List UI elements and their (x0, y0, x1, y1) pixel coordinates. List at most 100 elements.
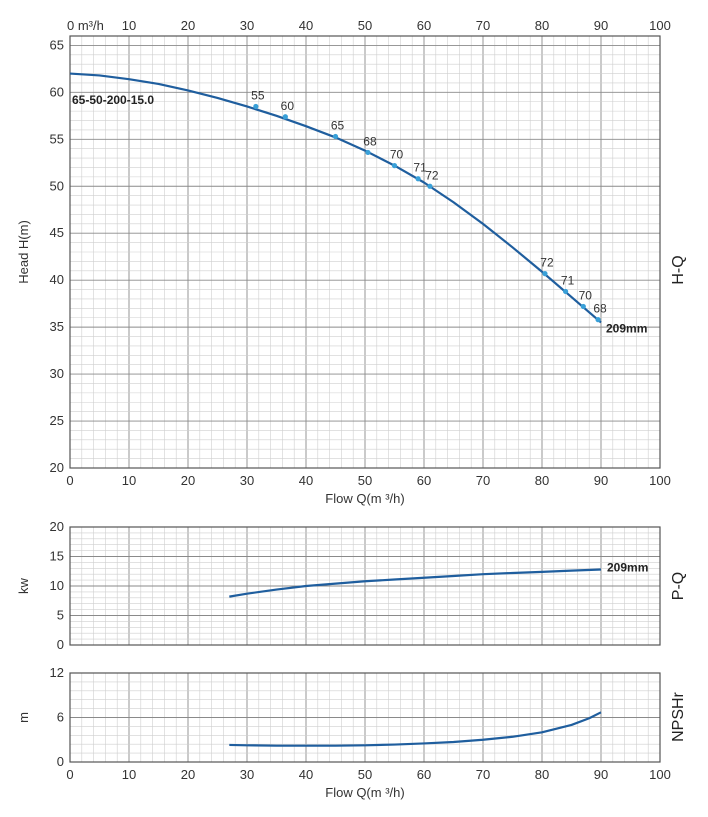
npsh-x-tick-label: 100 (649, 767, 671, 782)
npsh-y-tick-label: 6 (57, 710, 64, 725)
hq-x-tick-label: 80 (535, 473, 549, 488)
hq-x-tick-label: 60 (417, 473, 431, 488)
hq-x-tick-label: 40 (299, 473, 313, 488)
efficiency-label: 72 (425, 168, 439, 182)
pq-diameter-label: 209mm (607, 560, 648, 574)
hq-y-axis-label: Head H(m) (16, 220, 31, 284)
hq-diameter-label: 209mm (606, 321, 647, 335)
efficiency-marker (542, 271, 548, 277)
hq-y-tick-label: 60 (50, 84, 64, 99)
efficiency-marker (253, 103, 259, 110)
hq-top-tick-label: 50 (358, 18, 372, 33)
hq-y-tick-label: 25 (50, 413, 64, 428)
efficiency-marker (563, 288, 569, 295)
hq-x-tick-label: 10 (122, 473, 136, 488)
hq-x-tick-label: 0 (66, 473, 73, 488)
pq-y-tick-label: 15 (50, 549, 64, 564)
efficiency-marker (580, 303, 586, 310)
hq-top-tick-label: 40 (299, 18, 313, 33)
pq-panel: 0 5 10 15 20 kw P-Q 209mm (16, 519, 687, 652)
efficiency-label: 70 (579, 288, 593, 302)
hq-x-axis-label: Flow Q(m ³/h) (325, 491, 404, 506)
npsh-x-tick-label: 40 (299, 767, 313, 782)
pq-y-tick-label: 0 (57, 637, 64, 652)
efficiency-label: 68 (593, 302, 607, 316)
hq-x-tick-label: 50 (358, 473, 372, 488)
plot-frame (69, 35, 661, 469)
pq-y-tick-label: 20 (50, 519, 64, 534)
npsh-curves (229, 711, 602, 747)
npsh-y-tick-label: 12 (50, 665, 64, 680)
hq-top-tick-label: 80 (535, 18, 549, 33)
npsh-x-tick-label: 70 (476, 767, 490, 782)
hq-y-tick-label: 30 (50, 366, 64, 381)
pq-grid (69, 526, 661, 646)
pq-ticks: 0 5 10 15 20 (50, 519, 64, 652)
pq-curve (229, 568, 602, 598)
plot-frame (69, 526, 661, 646)
npsh-x-tick-label: 30 (240, 767, 254, 782)
efficiency-marker (595, 317, 601, 323)
npsh-curve (229, 711, 602, 747)
top-axis-unit: 0 m³/h (67, 18, 104, 33)
npsh-side-label: NPSHr (670, 691, 687, 741)
npsh-x-tick-label: 50 (358, 767, 372, 782)
hq-y-tick-label: 65 (50, 37, 64, 52)
efficiency-marker (282, 114, 288, 120)
efficiency-marker (427, 183, 433, 189)
hq-top-tick-label: 100 (649, 18, 671, 33)
efficiency-marker (415, 176, 421, 182)
pq-curves (229, 568, 602, 598)
hq-top-tick-label: 60 (417, 18, 431, 33)
hq-y-tick-label: 40 (50, 272, 64, 287)
efficiency-marker (365, 149, 371, 156)
hq-x-tick-label: 70 (476, 473, 490, 488)
efficiency-label: 71 (413, 161, 427, 175)
npsh-x-tick-label: 20 (181, 767, 195, 782)
npsh-x-tick-label: 10 (122, 767, 136, 782)
hq-y-tick-label: 55 (50, 131, 64, 146)
plot-frame (69, 672, 661, 763)
npsh-y-axis-label: m (16, 712, 31, 723)
hq-x-tick-label: 30 (240, 473, 254, 488)
efficiency-label: 71 (561, 273, 575, 287)
hq-x-tick-label: 100 (649, 473, 671, 488)
npsh-ticks: 0 6 12 0 10 20 30 40 50 60 70 80 90 100 (50, 665, 671, 782)
hq-top-tick-label: 70 (476, 18, 490, 33)
npsh-x-tick-label: 60 (417, 767, 431, 782)
npsh-x-axis-label: Flow Q(m ³/h) (325, 785, 404, 800)
pq-y-axis-label: kw (16, 577, 31, 594)
efficiency-label: 60 (281, 99, 295, 113)
efficiency-marker (332, 133, 339, 140)
efficiency-label: 72 (540, 256, 554, 270)
efficiency-label: 65 (331, 118, 345, 132)
hq-x-tick-label: 90 (594, 473, 608, 488)
npsh-x-tick-label: 0 (66, 767, 73, 782)
hq-y-tick-label: 50 (50, 178, 64, 193)
hq-top-tick-label: 90 (594, 18, 608, 33)
pq-side-label: P-Q (670, 572, 687, 600)
efficiency-label: 68 (363, 134, 377, 148)
hq-top-tick-label: 30 (240, 18, 254, 33)
hq-side-label: H-Q (670, 255, 687, 284)
efficiency-marker (391, 163, 398, 169)
hq-y-tick-label: 35 (50, 319, 64, 334)
hq-grid (69, 35, 661, 469)
hq-y-tick-label: 20 (50, 460, 64, 475)
npsh-grid (69, 672, 661, 763)
npsh-x-tick-label: 90 (594, 767, 608, 782)
npsh-panel: 0 6 12 0 10 20 30 40 50 60 70 80 90 100 m Flow Q(m ³/… (16, 665, 687, 800)
npsh-x-tick-label: 80 (535, 767, 549, 782)
hq-ticks: 20 25 30 35 40 45 50 55 60 65 0 10 20 30 40 50 60 70 80 90 1… (50, 18, 671, 488)
hq-top-tick-label: 20 (181, 18, 195, 33)
hq-x-tick-label: 20 (181, 473, 195, 488)
efficiency-label: 70 (390, 148, 404, 162)
pq-y-tick-label: 10 (50, 578, 64, 593)
hq-top-tick-label: 10 (122, 18, 136, 33)
efficiency-label: 55 (251, 88, 265, 102)
npsh-y-tick-label: 0 (57, 754, 64, 769)
